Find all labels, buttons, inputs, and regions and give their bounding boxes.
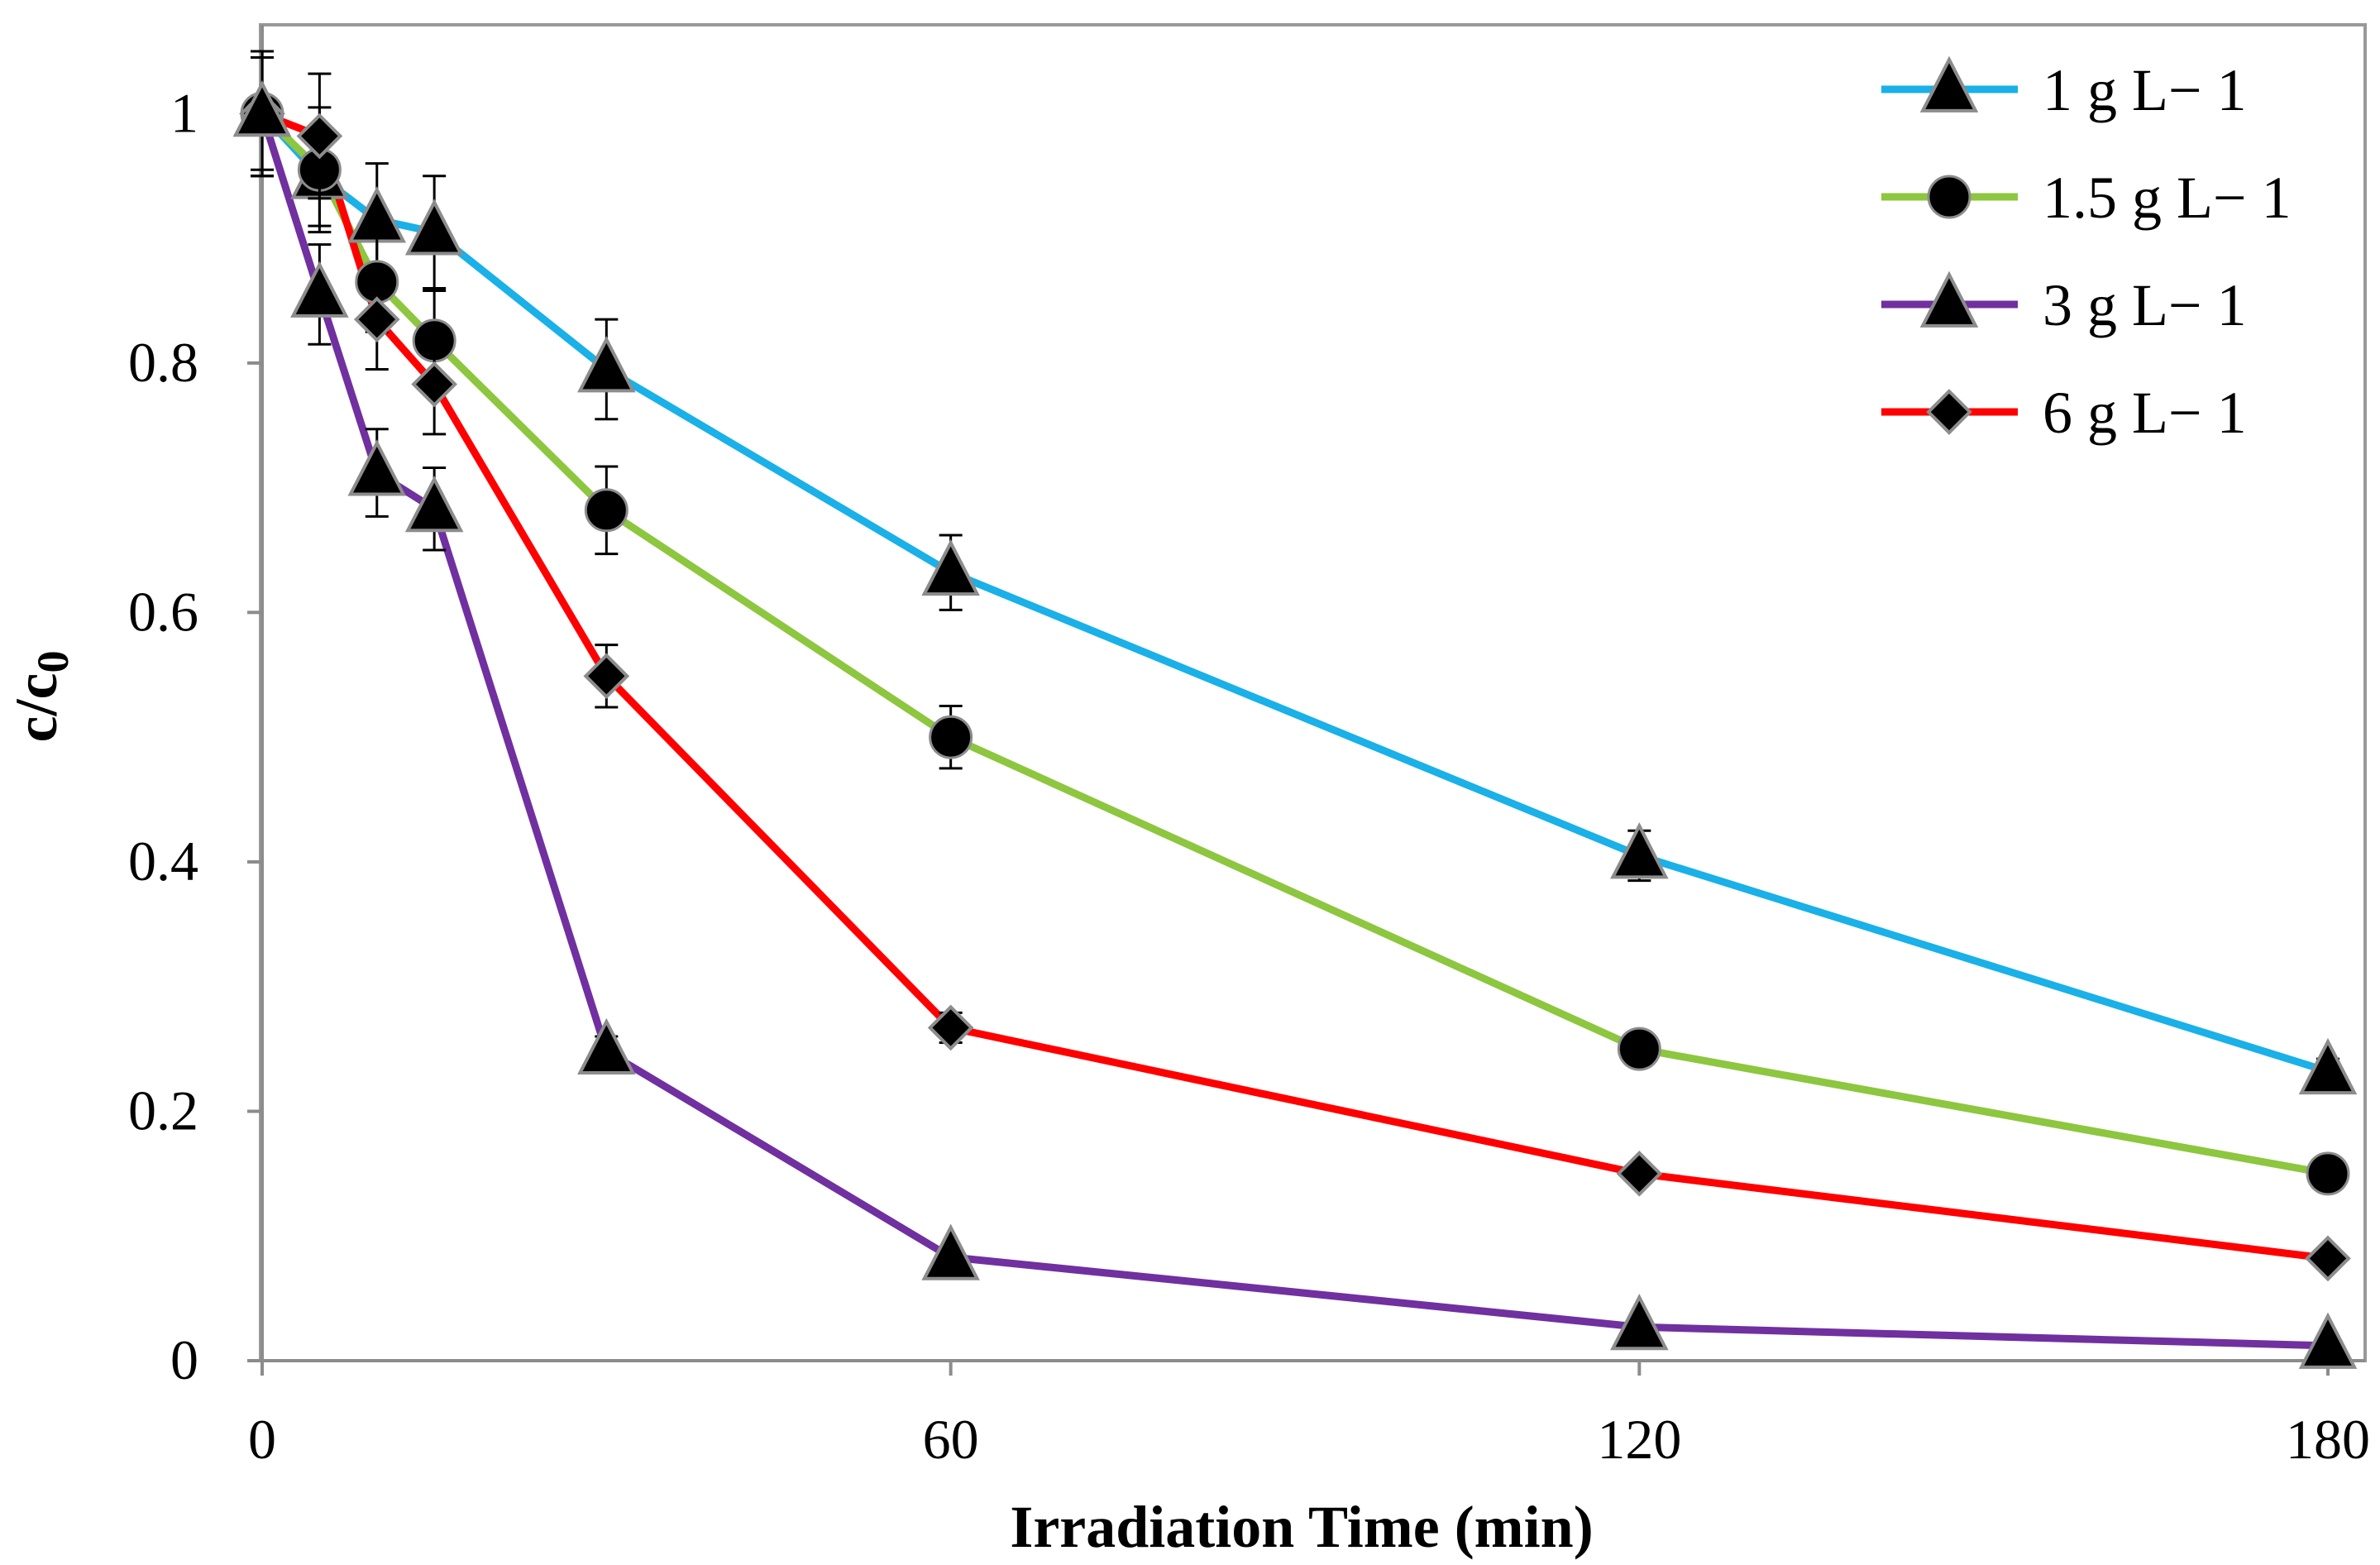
series-markers-3 xyxy=(232,50,2358,1369)
data-point xyxy=(929,715,973,759)
legend-entry-2: 1.5 g L− 1 xyxy=(1881,165,2292,231)
data-point xyxy=(2305,1235,2351,1282)
data-point xyxy=(296,112,343,160)
series-line-2 xyxy=(259,111,2329,1178)
legend-marker xyxy=(1919,270,1979,328)
y-tick-label: 0.8 xyxy=(128,331,198,394)
data-point xyxy=(411,361,457,408)
data-point xyxy=(927,1004,974,1051)
data-point xyxy=(583,653,630,700)
x-tick-label: 180 xyxy=(2286,1408,2370,1471)
series-line-4 xyxy=(260,110,2329,1262)
data-point xyxy=(921,538,980,596)
x-tick-label: 0 xyxy=(248,1408,276,1471)
data-point xyxy=(584,488,628,533)
legend-label: 3 g L− 1 xyxy=(2043,272,2247,338)
data-point xyxy=(1617,1027,1661,1071)
series-line-3 xyxy=(258,112,2329,1350)
data-point xyxy=(577,1017,636,1075)
data-point xyxy=(1610,822,1669,879)
series-markers-1 xyxy=(232,50,2358,1095)
data-point xyxy=(2298,1037,2358,1095)
series-layer xyxy=(232,50,2358,1369)
legend-label: 1 g L− 1 xyxy=(2043,57,2247,123)
data-point xyxy=(1616,1151,1663,1197)
y-tick-label: 0.4 xyxy=(128,830,198,893)
data-point xyxy=(2298,1312,2358,1369)
x-tick-label: 120 xyxy=(1597,1408,1681,1471)
data-point xyxy=(404,475,464,533)
series-markers-4 xyxy=(239,56,2351,1282)
data-point xyxy=(347,439,407,496)
axes: 0 0.2 0.4 0.6 0.8 1 0 60 120 180 xyxy=(128,25,2370,1471)
x-axis-title: Irradiation Time (min) xyxy=(1010,1494,1593,1560)
y-axis-title-subscript: 0 xyxy=(28,651,78,673)
legend-marker xyxy=(1919,55,1979,112)
series-line-1 xyxy=(259,111,2330,1075)
legend-marker xyxy=(1927,175,1971,219)
legend-entry-1: 1 g L− 1 xyxy=(1881,55,2247,123)
x-tick-label: 60 xyxy=(923,1408,979,1471)
data-point xyxy=(2306,1151,2350,1196)
legend-label: 6 g L− 1 xyxy=(2043,380,2247,446)
series-markers-2 xyxy=(240,50,2350,1196)
data-point xyxy=(577,336,636,393)
y-axis-title: c/c0 xyxy=(3,651,78,743)
data-point xyxy=(353,296,400,342)
legend-entry-4: 6 g L− 1 xyxy=(1881,380,2247,446)
data-point xyxy=(232,80,292,137)
legend-entry-3: 3 g L− 1 xyxy=(1881,270,2247,338)
y-tick-label: 1 xyxy=(170,81,198,144)
y-tick-label: 0 xyxy=(170,1328,198,1391)
y-axis-title-main: c/c xyxy=(3,673,69,743)
y-tick-label: 0.2 xyxy=(128,1079,198,1141)
data-point xyxy=(290,261,349,318)
y-tick-label: 0.6 xyxy=(128,580,198,643)
data-point xyxy=(404,199,464,256)
data-point xyxy=(921,1223,980,1280)
data-point xyxy=(1610,1293,1669,1351)
legend-label: 1.5 g L− 1 xyxy=(2043,165,2292,231)
legend-marker xyxy=(1926,389,1972,435)
legend: 1 g L− 1 1.5 g L− 1 3 g L− 1 6 g L− 1 xyxy=(1881,55,2292,446)
